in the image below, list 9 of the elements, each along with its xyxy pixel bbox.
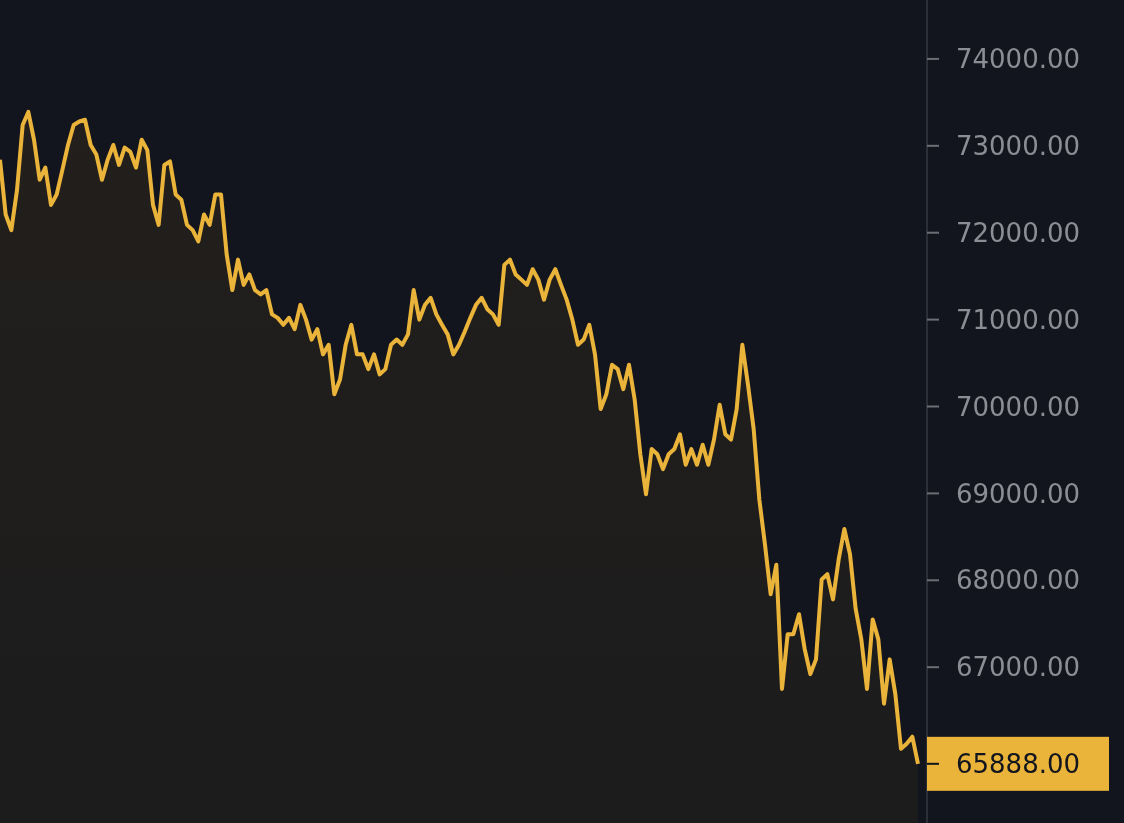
y-tick-label: 67000.00 bbox=[955, 652, 1081, 683]
y-tick-label: 70000.00 bbox=[955, 391, 1081, 422]
y-tick-label: 74000.00 bbox=[955, 44, 1081, 75]
y-tick-label: 69000.00 bbox=[955, 478, 1081, 509]
y-tick-label: 72000.00 bbox=[955, 217, 1081, 248]
y-tick-label: 73000.00 bbox=[955, 130, 1081, 161]
y-tick-label: 71000.00 bbox=[955, 304, 1081, 335]
y-tick-label: 68000.00 bbox=[955, 565, 1081, 596]
text: 65888.00 bbox=[955, 748, 1081, 779]
